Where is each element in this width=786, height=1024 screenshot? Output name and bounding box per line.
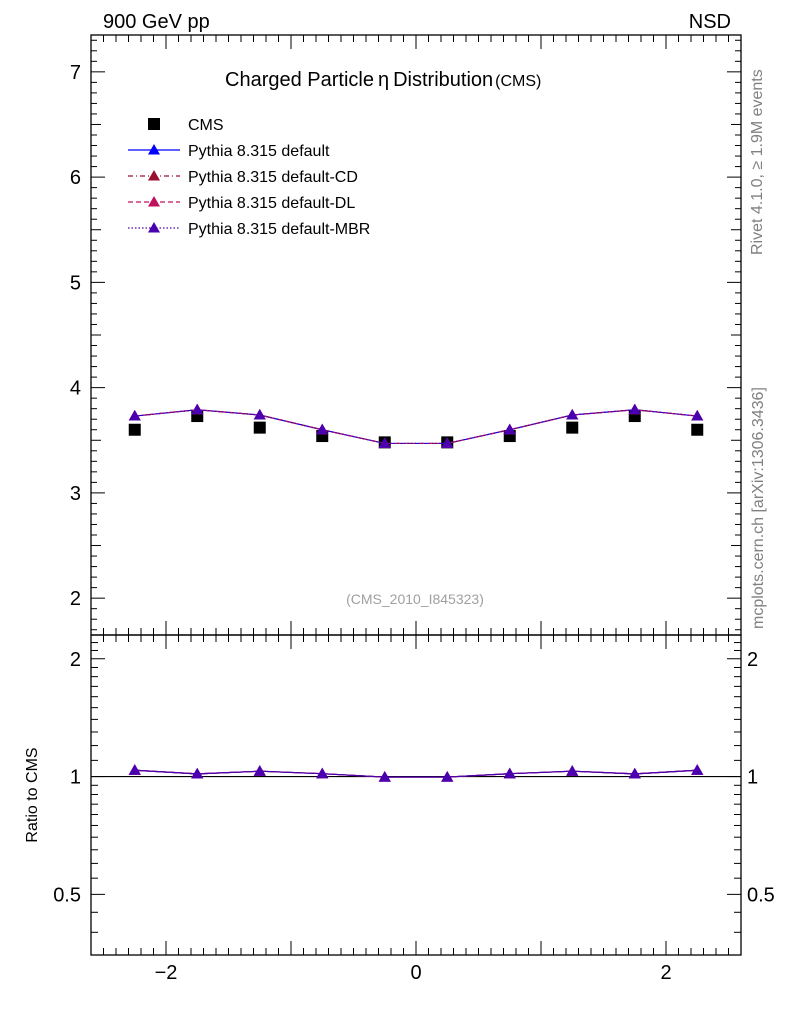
- series-line-1: [134, 409, 698, 445]
- ratio-point-3: [628, 767, 641, 779]
- main-series: [128, 403, 704, 449]
- ratio-y-tick-label-right: 2: [747, 649, 758, 671]
- cms-data-point: [566, 421, 579, 434]
- cms-data-point: [128, 423, 141, 436]
- mcplots-label: mcplots.cern.ch [arXiv:1306.3436]: [750, 387, 767, 629]
- ratio-point-3: [441, 771, 454, 782]
- ratio-line-3: [134, 769, 698, 778]
- ratio-point-3: [316, 767, 329, 779]
- series-point-4: [441, 437, 454, 448]
- legend-label: CMS: [188, 117, 224, 134]
- legend-marker-cms: [148, 118, 160, 130]
- ratio-y-tick-label-left: 0.5: [53, 884, 81, 906]
- title-main: Charged Particle: [225, 69, 374, 91]
- legend-label: Pythia 8.315 default-DL: [188, 195, 355, 212]
- ratio-y-tick-label-left: 2: [70, 649, 81, 671]
- ratio-point-3: [566, 765, 579, 776]
- ratio-point-3: [691, 764, 704, 775]
- series-point-4: [253, 409, 266, 420]
- legend-marker: [148, 222, 160, 233]
- ratio-point-3: [503, 767, 516, 779]
- ratio-y-tick-label-right: 1: [747, 767, 758, 789]
- y-tick-label: 4: [70, 378, 81, 400]
- analysis-watermark: (CMS_2010_I845323): [346, 591, 484, 607]
- series-line-3: [134, 409, 698, 445]
- series-line-4: [134, 409, 698, 445]
- series-point-4: [503, 423, 516, 435]
- process-label: NSD: [689, 11, 731, 33]
- chart-title: Charged Particle η Distribution (CMS): [225, 69, 541, 91]
- ratio-series: [128, 764, 704, 782]
- series-point-4: [128, 410, 141, 421]
- cms-data-point: [691, 423, 704, 436]
- axis-ticks: 2 3 4 5 6 7 −2 0 2 0.5 0.5 1 1 2 2: [53, 35, 775, 984]
- ratio-y-tick-label-right: 0.5: [747, 884, 775, 906]
- x-tick-label: −2: [155, 962, 178, 984]
- y-tick-label: 3: [70, 483, 81, 505]
- ratio-point-3: [253, 765, 266, 776]
- y-tick-label: 5: [70, 272, 81, 294]
- energy-label: 900 GeV pp: [103, 11, 210, 33]
- ratio-point-3: [378, 771, 391, 782]
- legend: CMS Pythia 8.315 default Pythia 8.315 defa…: [128, 117, 370, 238]
- title-rest: Distribution: [393, 69, 493, 91]
- x-tick-label: 2: [660, 962, 671, 984]
- title-symbol: η: [378, 69, 389, 91]
- cms-data-point: [253, 421, 266, 434]
- ratio-point-3: [128, 764, 141, 775]
- legend-label: Pythia 8.315 default-MBR: [188, 221, 370, 238]
- legend-marker: [148, 170, 160, 181]
- ratio-ylabel: Ratio to CMS: [24, 747, 41, 842]
- legend-marker: [148, 144, 160, 155]
- series-point-4: [566, 409, 579, 420]
- y-tick-label: 2: [70, 588, 81, 610]
- series-line-2: [134, 409, 698, 445]
- y-tick-label: 6: [70, 167, 81, 189]
- y-tick-label: 7: [70, 62, 81, 84]
- ratio-y-tick-label-left: 1: [70, 767, 81, 789]
- x-tick-label: 0: [410, 962, 421, 984]
- title-tag: (CMS): [495, 73, 541, 90]
- series-point-4: [378, 437, 391, 448]
- ratio-point-3: [191, 767, 204, 779]
- series-point-4: [691, 410, 704, 421]
- ratio-plot-frame: [90, 634, 742, 956]
- legend-marker: [148, 196, 160, 207]
- series-point-4: [191, 403, 204, 415]
- series-point-4: [316, 423, 329, 435]
- legend-label: Pythia 8.315 default-CD: [188, 169, 358, 186]
- rivet-label: Rivet 4.1.0, ≥ 1.9M events: [749, 69, 766, 255]
- series-point-4: [628, 403, 641, 415]
- legend-label: Pythia 8.315 default: [188, 143, 330, 160]
